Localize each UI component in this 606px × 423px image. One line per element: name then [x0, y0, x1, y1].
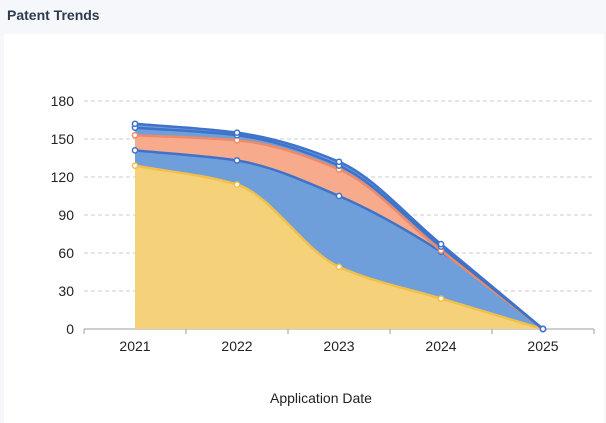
y-tick-label: 30 — [58, 283, 74, 299]
y-tick-label: 90 — [58, 207, 74, 223]
series-2-point — [234, 158, 239, 163]
stacked-area-chart: 0 30 60 90 120 150 180 2021 2022 2023 2024 2025 Appl… — [4, 34, 604, 423]
series-5-point — [540, 326, 545, 331]
series-1-point — [132, 163, 137, 168]
x-tick-label: 2021 — [119, 338, 150, 354]
x-tick-label: 2022 — [221, 338, 252, 354]
series-1-point — [438, 296, 443, 301]
series-3-point — [132, 133, 137, 138]
y-tick-label: 120 — [51, 169, 75, 185]
series-5-point — [438, 242, 443, 247]
series-2-point — [132, 148, 137, 153]
x-tick-label: 2025 — [527, 338, 558, 354]
y-tick-label: 180 — [51, 93, 75, 109]
y-tick-label: 150 — [51, 131, 75, 147]
y-tick-label: 0 — [66, 321, 74, 337]
x-axis-title: Application Date — [270, 390, 372, 406]
series-1-point — [234, 182, 239, 187]
x-tick-label: 2024 — [425, 338, 456, 354]
series-5-point — [132, 121, 137, 126]
chart-title: Patent Trends — [7, 7, 100, 23]
series-5-point — [234, 130, 239, 135]
chart-header: Patent Trends — [0, 0, 606, 34]
chart-panel: 0 30 60 90 120 150 180 2021 2022 2023 2024 2025 Appl… — [4, 34, 604, 423]
series-1-point — [336, 264, 341, 269]
x-tick-label: 2023 — [323, 338, 354, 354]
y-tick-label: 60 — [58, 245, 74, 261]
series-2-point — [336, 193, 341, 198]
series-5-point — [336, 159, 341, 164]
